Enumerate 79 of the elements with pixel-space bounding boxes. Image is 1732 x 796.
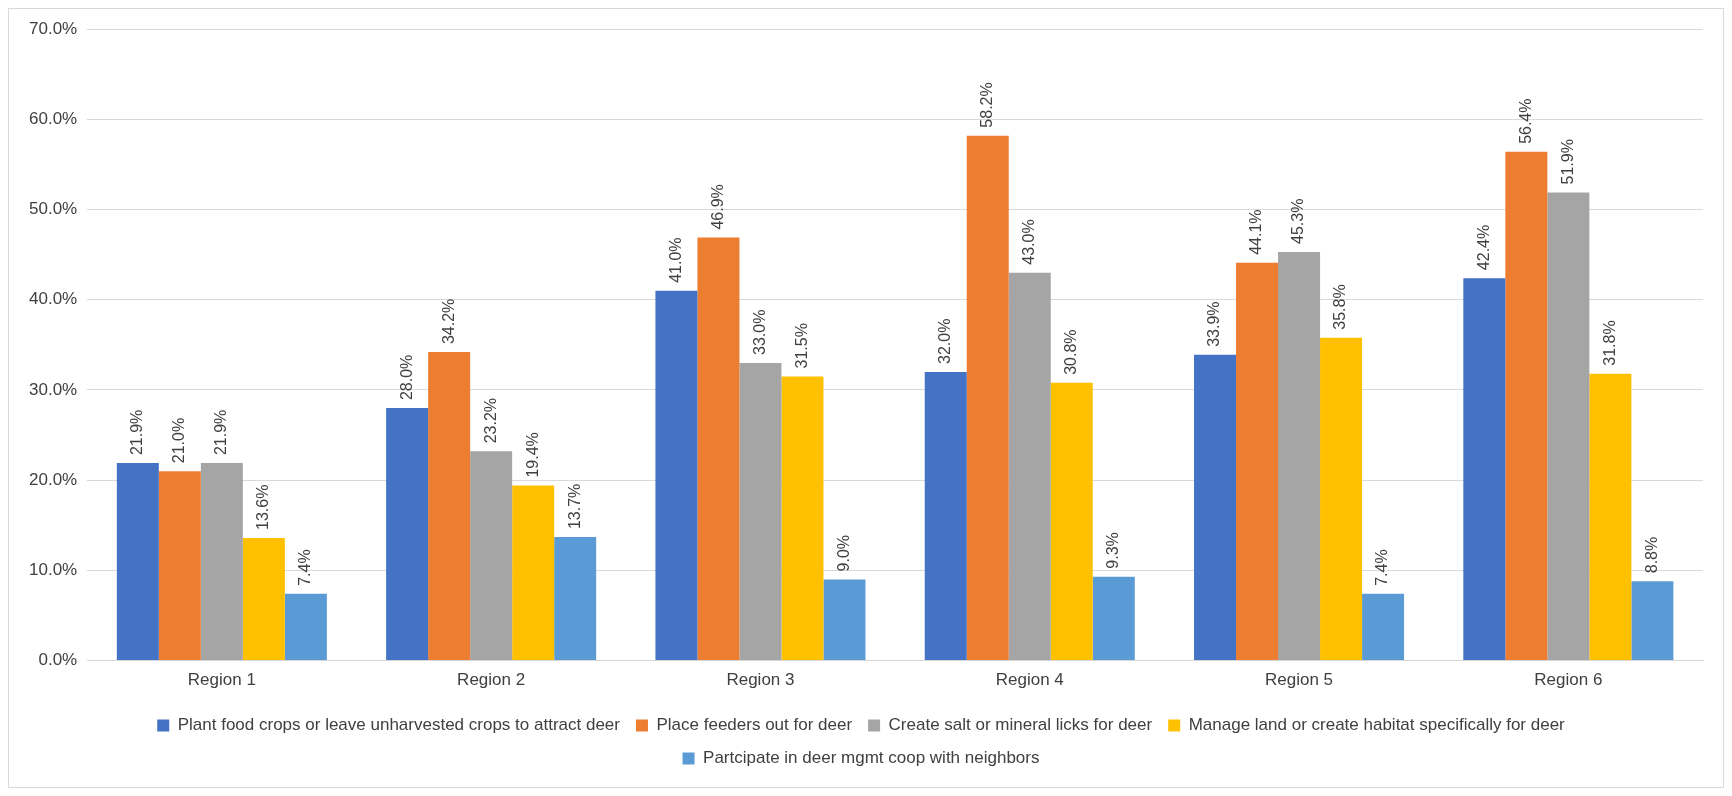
data-label: 30.8% bbox=[1062, 329, 1080, 375]
legend-label: Plant food crops or leave unharvested crops to attract deer bbox=[177, 715, 621, 735]
data-label: 13.6% bbox=[254, 484, 272, 530]
data-label: 58.2% bbox=[978, 82, 996, 128]
bar bbox=[242, 537, 285, 661]
bar bbox=[1547, 192, 1590, 661]
bar bbox=[386, 408, 429, 661]
y-tick-label: 40.0% bbox=[29, 289, 78, 309]
x-tick-label: Region 3 bbox=[726, 670, 795, 690]
bar bbox=[1278, 251, 1321, 661]
data-label: 9.3% bbox=[1104, 532, 1122, 569]
data-label: 7.4% bbox=[296, 549, 314, 586]
bar bbox=[966, 135, 1009, 661]
data-label: 35.8% bbox=[1331, 284, 1349, 330]
data-label: 21.9% bbox=[128, 409, 146, 456]
data-label: 19.4% bbox=[523, 432, 541, 478]
bar bbox=[655, 290, 698, 661]
data-label: 31.8% bbox=[1600, 320, 1618, 366]
bar bbox=[1320, 337, 1363, 661]
bar bbox=[158, 471, 201, 661]
bar bbox=[924, 371, 967, 661]
data-label: 7.4% bbox=[1373, 549, 1391, 586]
legend-label: Create salt or mineral licks for deer bbox=[888, 715, 1153, 735]
data-label: 44.1% bbox=[1247, 209, 1265, 255]
legend-label: Partcipate in deer mgmt coop with neighbors bbox=[703, 748, 1040, 768]
bar bbox=[512, 485, 555, 661]
x-tick-label: Region 6 bbox=[1534, 670, 1603, 690]
bar bbox=[1589, 373, 1632, 661]
bar bbox=[697, 237, 740, 661]
legend-label: Place feeders out for deer bbox=[656, 715, 853, 735]
bar bbox=[1092, 576, 1135, 661]
bar bbox=[1631, 581, 1674, 661]
x-tick-label: Region 1 bbox=[187, 670, 256, 690]
y-tick-label: 60.0% bbox=[29, 109, 78, 129]
data-label: 21.9% bbox=[212, 409, 230, 456]
bar bbox=[554, 537, 597, 661]
bar bbox=[284, 593, 327, 661]
bar bbox=[1505, 151, 1548, 661]
y-tick-label: 30.0% bbox=[29, 379, 78, 399]
bar bbox=[823, 579, 866, 661]
y-tick-label: 10.0% bbox=[29, 560, 78, 580]
data-label: 45.3% bbox=[1289, 198, 1307, 244]
data-label: 33.0% bbox=[750, 309, 768, 355]
bar bbox=[200, 463, 243, 661]
data-label: 41.0% bbox=[666, 237, 684, 283]
bar bbox=[1008, 272, 1051, 661]
bar bbox=[1362, 593, 1405, 661]
bar bbox=[428, 352, 471, 661]
x-tick-label: Region 2 bbox=[457, 670, 526, 690]
bar bbox=[1050, 382, 1093, 661]
data-label: 42.4% bbox=[1474, 224, 1492, 271]
data-label: 31.5% bbox=[792, 323, 810, 369]
data-label: 51.9% bbox=[1558, 139, 1576, 185]
x-tick-label: Region 5 bbox=[1265, 670, 1334, 690]
data-label: 8.8% bbox=[1642, 536, 1660, 574]
legend-label: Manage land or create habitat specifically for deer bbox=[1188, 715, 1566, 735]
x-tick-label: Region 4 bbox=[995, 670, 1064, 690]
data-label: 33.9% bbox=[1205, 301, 1223, 347]
data-label: 46.9% bbox=[708, 184, 726, 230]
data-label: 56.4% bbox=[1516, 98, 1534, 144]
y-tick-label: 20.0% bbox=[29, 469, 78, 489]
data-label: 43.0% bbox=[1020, 219, 1038, 265]
data-label: 28.0% bbox=[397, 354, 415, 401]
bar bbox=[470, 451, 513, 661]
y-tick-label: 70.0% bbox=[29, 18, 78, 38]
bar bbox=[1194, 354, 1237, 661]
data-label: 32.0% bbox=[936, 318, 954, 364]
data-label: 21.0% bbox=[170, 417, 188, 464]
y-tick-label: 50.0% bbox=[29, 199, 78, 219]
bar bbox=[116, 463, 159, 661]
data-label: 23.2% bbox=[481, 397, 499, 444]
bar bbox=[1236, 262, 1279, 661]
data-label: 13.7% bbox=[565, 483, 583, 530]
bar bbox=[739, 362, 782, 661]
bar bbox=[1463, 278, 1506, 661]
data-label: 34.2% bbox=[439, 298, 457, 345]
data-label: 9.0% bbox=[834, 534, 852, 572]
bar bbox=[781, 376, 824, 661]
y-tick-label: 0.0% bbox=[38, 650, 78, 670]
